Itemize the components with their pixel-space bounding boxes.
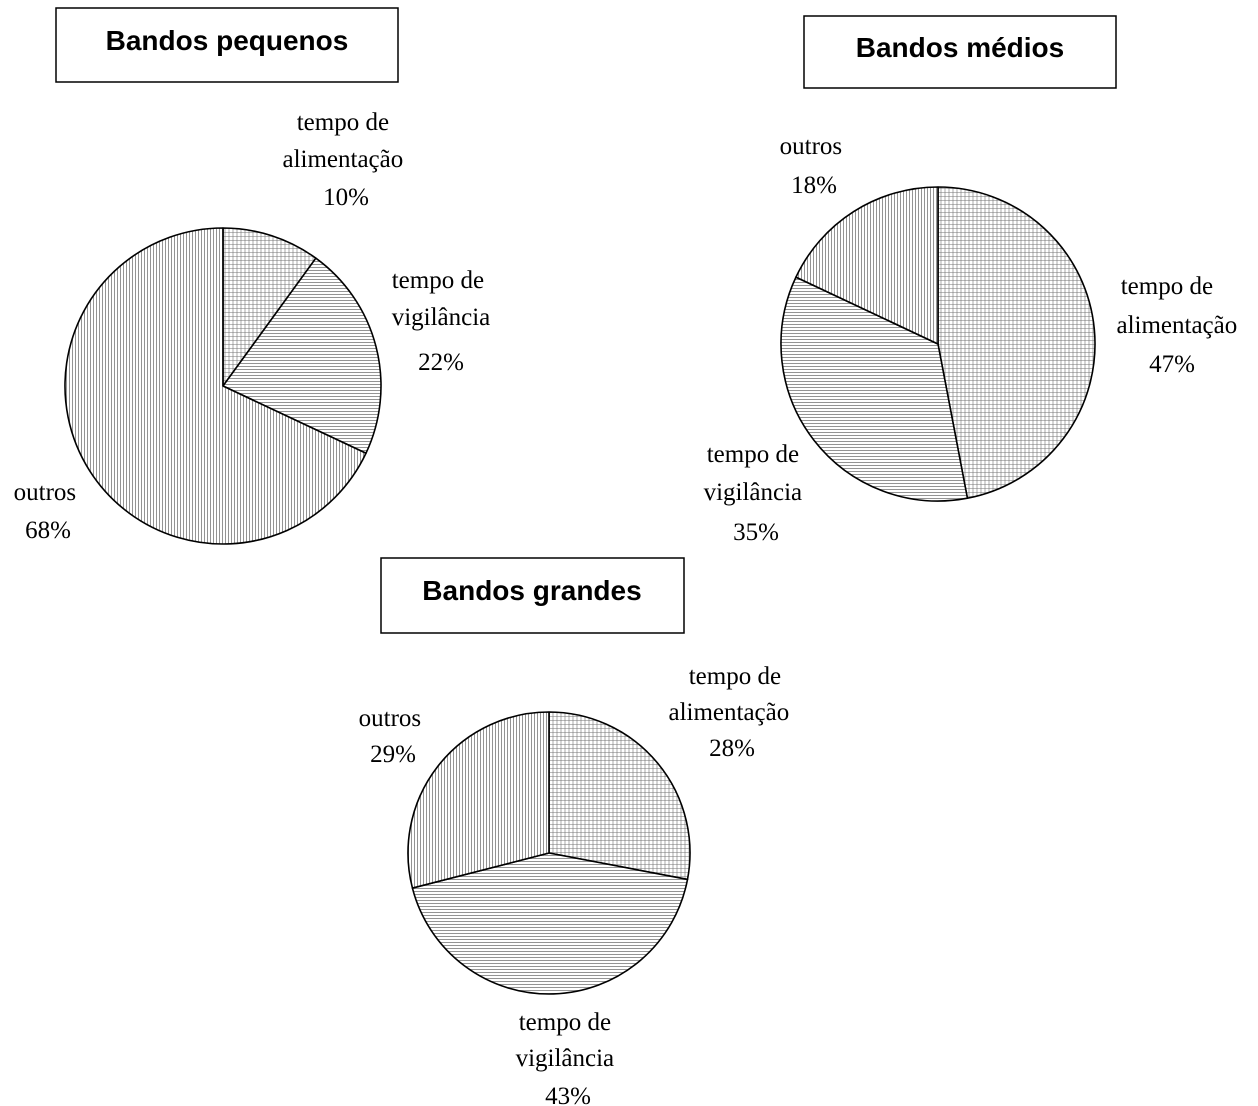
- slice-tempo-de-vigilancia: [411, 852, 689, 995]
- slice-label: tempo de vigilância 35%: [704, 441, 809, 546]
- chart-title: Bandos médios: [856, 32, 1064, 63]
- title-box: [803, 15, 1117, 89]
- chart-title: Bandos grandes: [422, 575, 641, 606]
- slice-outros: [407, 711, 550, 889]
- slice-label: tempo de alimentação 28%: [668, 663, 795, 762]
- pie-slices: [780, 186, 1096, 502]
- title-box: [380, 557, 685, 634]
- slice-pct-label: 22%: [418, 349, 464, 376]
- slice-label: tempo de alimentação 47%: [1116, 273, 1243, 378]
- slice-label: outros 18%: [780, 133, 849, 199]
- chart-bandos-medios: Bandos médios tempo de alimentação 47% t…: [704, 15, 1243, 546]
- chart-bandos-pequenos: Bandos pequenos tempo de alimentação 10%…: [14, 7, 491, 545]
- chart-title: Bandos pequenos: [106, 25, 349, 56]
- slice-label: tempo de vigilância 68%: [392, 267, 491, 331]
- pie-slices: [64, 227, 382, 545]
- slice-label: outros 29%: [359, 705, 428, 768]
- slice-label: tempo de vigilância 43%: [516, 1009, 621, 1106]
- slice-tempo-de-alimentacao: [222, 227, 317, 387]
- slice-tempo-de-vigilancia: [780, 276, 969, 502]
- slice-label: tempo de alimentação 10%: [282, 109, 409, 211]
- slice-outros: [64, 227, 367, 545]
- slice-tempo-de-alimentacao: [548, 711, 691, 881]
- slice-label: outros 68%: [14, 479, 83, 544]
- pie-slices: [407, 711, 691, 995]
- slice-outros: [795, 186, 939, 345]
- title-box: [55, 7, 399, 83]
- chart-bandos-grandes: Bandos grandes tempo de alimentação 28% …: [359, 557, 795, 1106]
- slice-tempo-de-alimentacao: [937, 186, 1096, 500]
